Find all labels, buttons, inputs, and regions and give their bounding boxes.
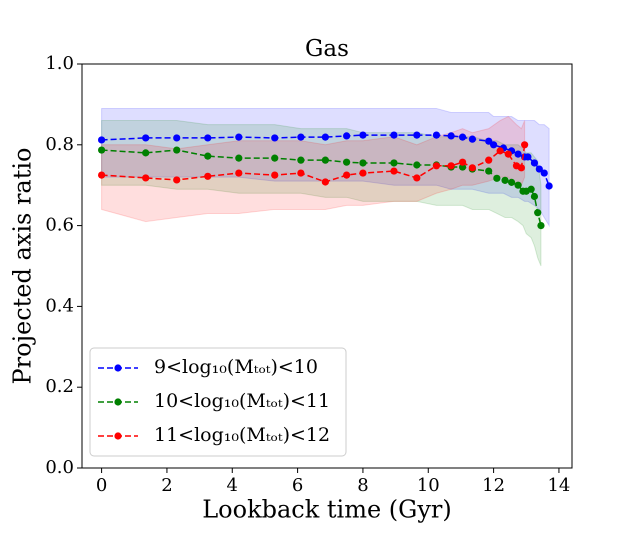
point <box>390 159 398 167</box>
point <box>204 134 212 142</box>
point <box>204 172 212 180</box>
y-tick-label: 0.2 <box>45 376 74 397</box>
legend-marker <box>114 364 122 372</box>
point <box>458 158 467 166</box>
point <box>271 154 279 162</box>
point <box>527 185 535 193</box>
point <box>235 133 243 141</box>
point <box>173 146 181 154</box>
point <box>235 154 243 162</box>
point <box>432 162 441 170</box>
point <box>271 171 279 179</box>
point <box>359 159 367 167</box>
point <box>343 132 351 140</box>
x-tick-label: 14 <box>547 475 570 496</box>
point <box>514 150 522 158</box>
point <box>390 167 398 175</box>
point <box>98 171 106 179</box>
x-tick-label: 4 <box>227 475 238 496</box>
series-line <box>101 144 526 183</box>
point <box>413 174 421 182</box>
point <box>297 156 305 164</box>
point <box>321 178 329 186</box>
point <box>235 169 243 177</box>
point <box>490 141 498 149</box>
point <box>142 174 150 182</box>
point <box>432 131 441 139</box>
point <box>321 133 329 141</box>
x-tick-label: 2 <box>161 475 172 496</box>
point <box>321 156 329 164</box>
plot-frame <box>81 63 573 469</box>
point <box>501 176 509 184</box>
x-tick-label: 8 <box>357 475 368 496</box>
point <box>343 171 351 179</box>
point <box>485 156 493 164</box>
y-tick-label: 0.6 <box>45 215 74 236</box>
x-tick-label: 10 <box>417 475 440 496</box>
point <box>540 169 548 177</box>
x-axis-label: Lookback time (Gyr) <box>202 496 452 524</box>
point <box>530 159 539 167</box>
point <box>485 137 493 145</box>
point <box>468 164 476 172</box>
x-tick-label: 6 <box>292 475 303 496</box>
y-tick-label: 0.0 <box>45 457 74 478</box>
point <box>173 176 181 184</box>
point <box>514 181 522 189</box>
point <box>271 134 279 142</box>
legend-marker <box>114 398 122 406</box>
point <box>493 174 501 182</box>
point <box>343 158 351 166</box>
point <box>447 162 455 170</box>
point <box>535 165 543 173</box>
point <box>521 141 529 149</box>
point <box>534 209 542 217</box>
point <box>507 178 516 186</box>
point <box>297 133 305 141</box>
legend-label: 11<log₁₀(Mₜₒₜ)<12 <box>154 424 330 446</box>
legend-box <box>89 347 347 457</box>
legend-label: 9<log₁₀(Mₜₒₜ)<10 <box>154 356 318 378</box>
point <box>98 136 106 144</box>
point <box>413 161 421 169</box>
point <box>142 149 150 157</box>
point <box>173 134 181 142</box>
point <box>485 167 493 175</box>
y-tick-label: 1.0 <box>45 53 74 74</box>
point <box>545 182 553 190</box>
point <box>359 131 367 139</box>
point <box>413 131 421 139</box>
x-tick-label: 12 <box>482 475 505 496</box>
y-tick-label: 0.8 <box>45 134 74 155</box>
y-axis-label: Projected axis ratio <box>9 147 37 384</box>
x-tick-label: 0 <box>96 475 107 496</box>
point <box>517 164 525 172</box>
point <box>359 169 367 177</box>
band <box>101 115 526 223</box>
point <box>530 192 539 201</box>
point <box>524 153 532 161</box>
point <box>447 132 455 140</box>
point <box>496 147 504 155</box>
point <box>142 134 150 142</box>
point <box>504 150 512 158</box>
point <box>204 152 212 160</box>
point <box>390 131 398 139</box>
series-line <box>101 134 550 187</box>
point <box>297 169 305 177</box>
legend-label: 10<log₁₀(Mₜₒₜ)<11 <box>154 390 330 412</box>
point <box>458 133 467 141</box>
point <box>537 222 545 230</box>
chart-title: Gas <box>305 36 349 62</box>
y-tick-label: 0.4 <box>45 295 74 316</box>
point <box>98 146 106 154</box>
point <box>468 135 476 143</box>
legend-marker <box>114 432 122 440</box>
